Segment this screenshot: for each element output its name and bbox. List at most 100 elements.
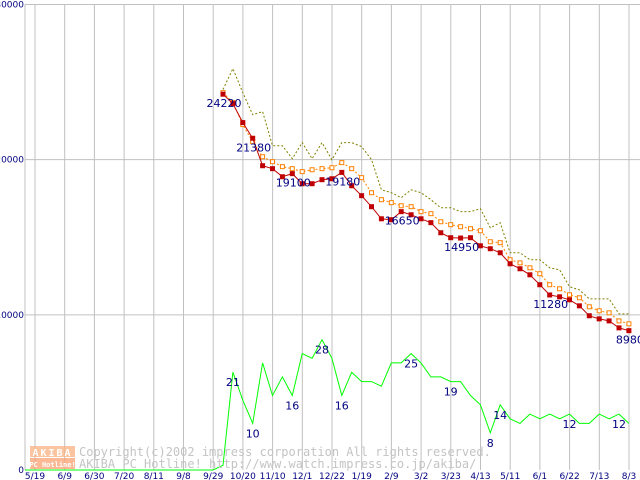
- x-tick-label: 6/9: [57, 472, 72, 480]
- site-text: AKIBA PC Hotline! http://www.watch.impre…: [79, 457, 476, 471]
- x-tick-label: 6/30: [84, 472, 104, 480]
- series-min-point: [369, 204, 374, 210]
- x-tick-label: 11/10: [260, 472, 286, 480]
- series-min-point: [319, 177, 325, 183]
- copyright-text: Copyright(c)2002 impress corporation All…: [79, 445, 491, 459]
- x-axis-ticks: 5/19 6/9 6/30 7/20 8/11 9/8 9/29 10/20 11/10 12/1…: [25, 472, 636, 480]
- series-min-point: [586, 313, 592, 319]
- count-label: 28: [315, 344, 329, 357]
- x-tick-label: 10/20: [230, 472, 256, 480]
- series-min-point: [616, 325, 622, 331]
- series-average-point: [448, 222, 454, 228]
- series-average-point: [616, 318, 622, 324]
- series-min-point: [487, 246, 493, 252]
- series-min-point: [240, 120, 246, 126]
- series-min-point: [398, 209, 404, 215]
- series-min-point: [428, 220, 434, 226]
- x-tick-label: 5/11: [500, 472, 520, 480]
- count-label: 12: [563, 418, 577, 431]
- x-tick-label: 12/1: [292, 472, 312, 480]
- series-average-point: [567, 292, 572, 298]
- series-average-point: [547, 282, 553, 288]
- series-average-point: [369, 190, 374, 196]
- series-average-point: [339, 160, 345, 166]
- series-average-point: [260, 154, 266, 160]
- series-average-point: [398, 203, 404, 209]
- count-label: 10: [246, 427, 260, 440]
- count-label: 12: [612, 418, 626, 431]
- series-average-point: [576, 295, 582, 301]
- series-min-point: [606, 318, 612, 324]
- count-label: 8: [487, 437, 494, 450]
- series-min-point: [220, 91, 226, 97]
- series-min-point: [468, 235, 473, 241]
- x-tick-label: 3/2: [414, 472, 428, 480]
- series-min-point: [477, 243, 483, 249]
- series-average-point: [359, 175, 365, 181]
- min-price-label: 8980: [616, 334, 640, 347]
- x-tick-label: 12/22: [319, 472, 345, 480]
- series-min-point: [408, 212, 414, 218]
- y-tick-label: 0: [18, 466, 24, 476]
- series-average-point: [349, 166, 355, 172]
- series-min-point: [230, 101, 236, 107]
- series-average-point: [468, 226, 473, 232]
- count-label: 19: [444, 386, 458, 399]
- series-min-point: [270, 166, 275, 172]
- series-min-point: [557, 294, 563, 300]
- min-price-label: 24220: [207, 97, 242, 110]
- series-average-point: [289, 166, 295, 172]
- x-tick-label: 8/3: [622, 472, 636, 480]
- series-min-point: [299, 181, 305, 187]
- series-average-point: [458, 224, 464, 230]
- series-min-point: [359, 193, 365, 199]
- series-min-point: [349, 183, 355, 189]
- x-tick-label: 2/9: [384, 472, 399, 480]
- min-price-label: 19100: [276, 177, 311, 190]
- series-min-point: [289, 171, 295, 177]
- grid: [24, 4, 640, 470]
- series-min-point: [250, 135, 256, 141]
- series-average-point: [596, 308, 602, 314]
- series-average-point: [626, 321, 632, 327]
- series-min-point: [527, 272, 533, 278]
- series-count-line: [25, 338, 630, 471]
- x-tick-label: 7/13: [589, 472, 609, 480]
- series-min-point: [576, 303, 582, 309]
- series-min-point: [279, 174, 285, 180]
- y-axis-ticks: 0 10000 20000 30000: [0, 1, 24, 477]
- series-average-point: [319, 166, 325, 172]
- series-min-point: [329, 176, 335, 182]
- series-min-point: [309, 181, 315, 187]
- series-average-point: [497, 240, 503, 246]
- min-price-label: 16650: [385, 215, 420, 228]
- series-min-point: [378, 216, 384, 222]
- x-tick-label: 5/19: [25, 472, 45, 480]
- series-min-point: [418, 216, 424, 222]
- series-max-line: [222, 67, 629, 315]
- x-tick-label: 3/23: [441, 472, 461, 480]
- series-min-point: [339, 169, 345, 175]
- series-average-point: [557, 286, 563, 292]
- series-average-point: [329, 165, 335, 171]
- x-tick-label: 8/11: [144, 472, 164, 480]
- series-min-point: [497, 250, 503, 256]
- series-average-point: [507, 257, 513, 263]
- series-min-point: [507, 261, 513, 267]
- series-min-point: [438, 230, 444, 236]
- series-average-point: [487, 239, 493, 245]
- x-tick-label: 6/22: [559, 472, 579, 480]
- series-average-point: [586, 304, 592, 310]
- series-average-point: [428, 211, 434, 217]
- series-average-point: [299, 169, 305, 175]
- series-min-point: [448, 235, 454, 241]
- series-min-point: [567, 297, 572, 303]
- series-average-point: [408, 204, 414, 210]
- x-tick-label: 7/20: [114, 472, 134, 480]
- series-average-point: [477, 228, 483, 234]
- series-average-point: [309, 167, 315, 173]
- x-tick-label: 9/29: [203, 472, 223, 480]
- series-average-point: [537, 271, 543, 277]
- count-label: 21: [226, 376, 240, 389]
